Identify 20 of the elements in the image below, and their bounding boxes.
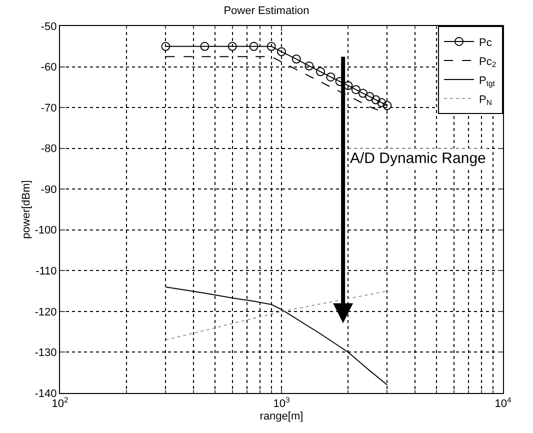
y-tick-label: -60 xyxy=(40,62,57,74)
legend-label: P$_{tgt}$ xyxy=(479,74,496,88)
y-tick-label: -50 xyxy=(40,20,57,33)
y-tick-label: -70 xyxy=(40,102,57,114)
y-tick-label: -120 xyxy=(34,306,57,318)
x-axis-title: range[m] xyxy=(260,410,304,422)
y-tick-label: -100 xyxy=(34,224,57,237)
legend-label: Pc xyxy=(479,36,492,49)
x-tick-label: 10$^{4}$ xyxy=(494,396,512,410)
chart-title: Power Estimation xyxy=(224,5,310,18)
x-tick-label: 10$^{3}$ xyxy=(273,396,290,410)
annotation: A/D Dynamic Range xyxy=(350,150,486,167)
y-tick-label: -90 xyxy=(40,184,57,196)
legend-label: Pc$_{2}$ xyxy=(479,56,496,70)
y-axis-title: power[dBm] xyxy=(20,180,32,239)
y-tick-label: -80 xyxy=(40,143,57,156)
legend-label: P$_{N}$ xyxy=(479,94,492,108)
y-tick-label: -140 xyxy=(34,388,57,400)
y-tick-label: -130 xyxy=(34,347,57,360)
y-tick-label: -110 xyxy=(36,266,57,278)
